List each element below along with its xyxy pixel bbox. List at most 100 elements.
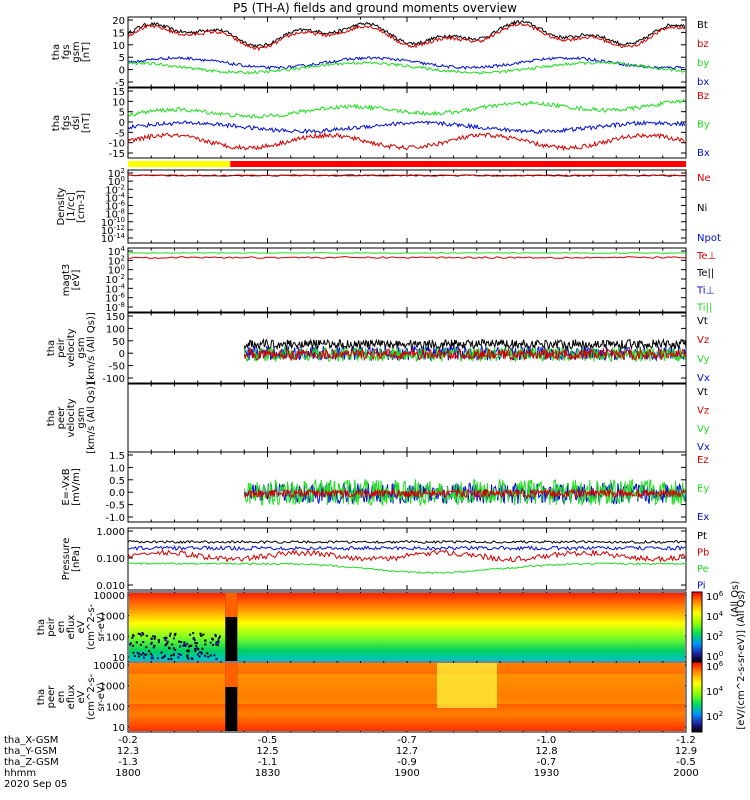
legend-bx: Bx bbox=[697, 148, 710, 159]
legend-vy: Vy bbox=[697, 424, 710, 435]
spectrogram-speckle bbox=[168, 646, 171, 649]
x-axis-value: -0.2 bbox=[118, 735, 138, 746]
y-axis-label: [nT] bbox=[81, 113, 92, 133]
y-axis-label: magt3 bbox=[61, 264, 72, 297]
spectrogram-speckle bbox=[199, 632, 202, 635]
spectrogram-speckle bbox=[142, 652, 145, 655]
y-axis-label: (cm^2-s- bbox=[86, 673, 97, 720]
spectrogram-speckle bbox=[170, 654, 173, 657]
spectrogram-speckle bbox=[189, 633, 192, 636]
y-axis-label: fgs bbox=[61, 44, 72, 59]
legend-ne: Ne bbox=[697, 173, 711, 184]
legend-ni: Ni bbox=[697, 203, 707, 214]
spectrogram-speckle bbox=[153, 644, 156, 647]
spectrogram-speckle bbox=[219, 635, 222, 638]
y-tick-label: 100 bbox=[108, 175, 125, 188]
spectrogram-speckle bbox=[192, 637, 195, 640]
spectrogram-speckle bbox=[160, 651, 163, 654]
x-axis-value: 12.8 bbox=[535, 746, 558, 757]
spectrogram-speckle bbox=[216, 644, 219, 647]
spectrogram-speckle bbox=[194, 642, 197, 645]
legend-vx: Vx bbox=[697, 373, 710, 384]
series-ex bbox=[243, 482, 687, 505]
x-axis-row-name: tha_X-GSM bbox=[4, 735, 59, 746]
y-tick-label: 50 bbox=[112, 337, 125, 348]
spectrogram-speckle bbox=[193, 639, 196, 642]
spectrogram-speckle bbox=[200, 651, 203, 654]
y-tick-label: -0.5 bbox=[105, 501, 125, 512]
spectrogram-speckle bbox=[145, 653, 148, 656]
colorbar-tick: 106 bbox=[706, 590, 724, 603]
y-tick-label: 102 bbox=[108, 254, 125, 267]
series-vt bbox=[243, 337, 687, 351]
y-axis-label: velocity bbox=[66, 398, 77, 437]
colorbar-label: [eV/(cm^2-s-sr-eV)] (All Qs) bbox=[736, 590, 747, 729]
y-tick-label: 0 bbox=[119, 118, 125, 129]
spectrogram-speckle bbox=[142, 641, 145, 644]
legend-bx: bx bbox=[697, 77, 709, 88]
legend-te||: Te|| bbox=[696, 268, 714, 279]
spectrogram-speckle bbox=[152, 635, 155, 638]
y-axis-label: [cm-3] bbox=[76, 190, 87, 223]
spectrogram-speckle bbox=[141, 632, 144, 635]
colorbar-tick: 104 bbox=[706, 610, 724, 623]
spectrogram-speckle bbox=[166, 640, 169, 643]
y-axis-label: [1/cc] bbox=[66, 192, 77, 221]
y-axis-label: [eV] bbox=[71, 270, 82, 291]
series-ez bbox=[243, 487, 686, 500]
spectrogram-speckle bbox=[189, 645, 192, 648]
spectrogram-speckle bbox=[212, 643, 215, 646]
series-ey bbox=[243, 478, 687, 507]
panel-frame bbox=[127, 169, 687, 244]
y-tick-label: 5 bbox=[119, 108, 125, 119]
spectrogram-peir-gap-top bbox=[225, 593, 238, 617]
spectrogram-speckle bbox=[202, 633, 205, 636]
x-axis-value: -1.2 bbox=[676, 735, 696, 746]
spectrogram-speckle bbox=[131, 636, 134, 639]
spectrogram-speckle bbox=[142, 633, 145, 636]
spectrogram-speckle bbox=[172, 637, 175, 640]
spectrogram-speckle bbox=[178, 640, 181, 643]
legend-vy: Vy bbox=[697, 354, 710, 365]
y-tick-label: 1000 bbox=[100, 612, 125, 623]
x-axis-value: -0.5 bbox=[257, 735, 278, 746]
series-bt bbox=[127, 19, 686, 49]
y-axis-label: velocity bbox=[66, 328, 77, 367]
spectrogram-speckle bbox=[217, 641, 220, 644]
spectrogram-speckle bbox=[194, 647, 197, 650]
spectrogram-speckle bbox=[145, 646, 148, 649]
y-tick-label: -5 bbox=[115, 78, 125, 89]
x-axis-value: -1.1 bbox=[257, 757, 278, 768]
spectrogram-speckle bbox=[153, 637, 156, 640]
y-tick-label: 1.0 bbox=[109, 463, 125, 474]
spectrogram-speckle bbox=[157, 639, 160, 642]
series-by bbox=[127, 60, 685, 75]
spectrogram-speckle bbox=[129, 643, 132, 646]
series-bx bbox=[127, 55, 685, 71]
y-tick-label: 10000 bbox=[93, 661, 125, 672]
y-tick-label: 15 bbox=[112, 87, 125, 98]
spectrogram-speckle bbox=[190, 657, 193, 660]
legend-by: By bbox=[697, 120, 710, 131]
spectrogram-speckle bbox=[138, 632, 141, 635]
series-ne bbox=[127, 174, 687, 177]
spectrogram-speckle bbox=[150, 642, 153, 645]
panel-peer-velocity: tha peer velocity gsm [km/s (All Qs)] Vt Vz Vy V… bbox=[46, 382, 710, 454]
spectrogram-speckle bbox=[204, 654, 207, 657]
y-axis-label: sr-eV) bbox=[96, 612, 107, 641]
spectrogram-speckle bbox=[170, 657, 173, 660]
y-axis-label: (cm^2-s- bbox=[86, 603, 97, 650]
spectrogram-speckle bbox=[195, 642, 198, 645]
x-axis-value: -0.5 bbox=[676, 757, 696, 768]
y-tick-label: 1.000 bbox=[96, 527, 125, 538]
legend-vx: Vx bbox=[697, 442, 710, 453]
y-tick-label: 10-10 bbox=[101, 216, 125, 229]
x-axis-row-name: tha_Z-GSM bbox=[4, 757, 59, 768]
y-axis-label: [nT] bbox=[81, 42, 92, 62]
y-axis-label: [nPa] bbox=[71, 546, 82, 572]
